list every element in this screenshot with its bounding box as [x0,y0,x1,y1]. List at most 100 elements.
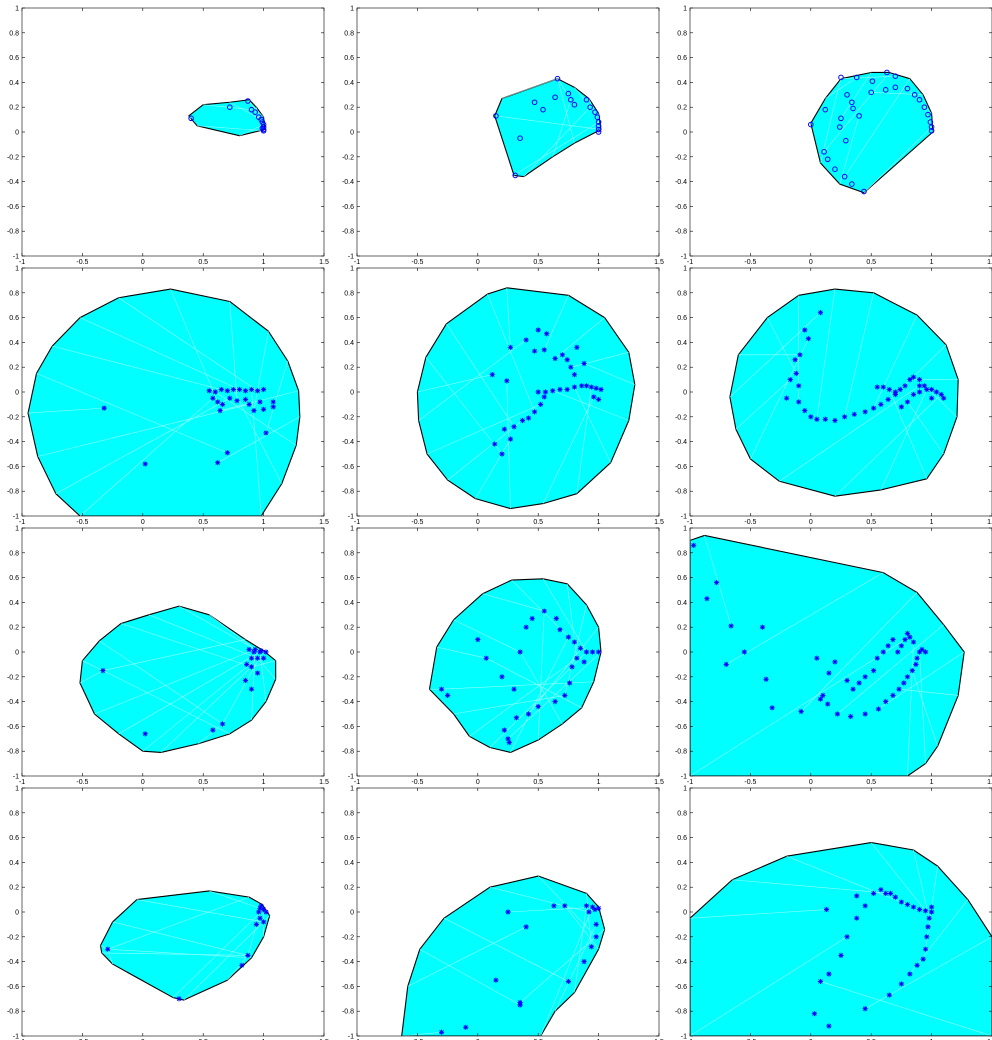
data-point [261,386,267,393]
data-point [507,344,514,350]
y-tick-label: 0 [350,650,354,657]
data-point [882,87,889,93]
data-point [596,649,602,655]
y-tick-label: 1 [683,266,687,273]
data-point [878,887,884,893]
y-tick-label: 0.6 [677,315,687,322]
y-tick-label: -0.2 [7,154,19,161]
triangulation-line [513,121,599,176]
y-tick-label: 0.2 [677,885,687,892]
data-point [256,909,262,915]
plot-area [27,288,301,516]
data-point [796,399,802,405]
data-point [261,919,267,925]
x-tick-label: 0.5 [533,519,543,526]
triangulation-line [834,394,942,497]
triangulation-line [820,981,992,1036]
x-tick-label: 0 [809,519,813,526]
data-point [254,670,261,676]
data-point [826,1023,832,1029]
data-point [826,971,832,977]
data-point [226,104,233,110]
y-tick-label: 0 [350,390,354,397]
subplot-3: -1 -0.5 0 0.5 1 1.5 -1 -0.8 -0.6 -0.4 -0.2 0 0.2 0.4 0… [675,6,992,266]
triangulation-line [55,397,230,494]
triangulation-line [844,292,874,417]
data-point [525,711,532,717]
data-point [257,399,263,405]
triangulation-line [552,99,572,157]
y-tick-label: 1 [350,6,354,13]
data-point [910,374,917,380]
x-tick-label: 1.5 [654,779,664,786]
data-point [862,1006,868,1012]
triangulation-line [566,583,578,659]
triangulation-line [871,92,924,96]
triangulation-line [136,899,264,923]
data-point [562,692,568,698]
y-tick-label: -0.6 [7,464,19,471]
data-point [568,364,574,370]
x-tick-label: -1 [19,259,25,266]
data-point [505,736,511,742]
data-point [210,727,216,733]
triangulation-line [469,657,578,737]
triangulation-line [501,78,558,99]
data-point [898,404,904,410]
data-point [919,646,925,653]
triangulation-line [188,115,192,119]
data-point [540,106,546,113]
y-tick-label: 0.2 [344,365,354,372]
y-tick-label: -0.6 [675,984,687,991]
y-tick-label: -0.8 [342,1009,354,1016]
data-point [884,69,890,76]
data-point [517,135,523,141]
triangulation-line [148,614,258,659]
triangulation-line [839,115,860,185]
y-tick-label: -1 [13,514,19,521]
data-point [261,655,267,661]
y-tick-label: 0.6 [9,315,19,322]
data-point [259,125,266,132]
data-point [586,909,592,915]
triangulation-line [574,905,587,993]
data-point [802,408,808,414]
data-point [763,676,769,682]
data-point [844,677,850,684]
data-point [862,711,868,717]
data-point [592,906,598,913]
x-tick-label: 0.5 [866,779,876,786]
data-point [920,956,926,962]
data-point [100,668,106,674]
data-point [907,971,913,977]
y-tick-label: 0.4 [9,340,19,347]
subplot-2: -1 -0.5 0 0.5 1 1.5 -1 -0.8 -0.6 -0.4 -0.2 0 0.2 0.4 0… [342,6,664,267]
data-point [814,655,820,661]
data-point [851,411,857,417]
data-point [691,542,697,548]
x-tick-label: -0.5 [76,519,88,526]
triangulation-line [198,723,223,744]
triangulation-line [767,317,797,374]
y-tick-label: -0.8 [342,749,354,756]
data-point [883,699,889,705]
data-point [263,430,269,436]
y-tick-label: -0.4 [342,959,354,966]
y-tick-label: 0.4 [677,340,687,347]
data-point [541,394,547,400]
data-point [493,977,499,983]
triangulation-line [870,842,926,911]
y-tick-label: 0.2 [9,625,19,632]
triangulation-line [574,87,591,108]
triangulation-line [570,352,629,368]
data-point [595,129,602,135]
y-tick-label: -0.8 [675,229,687,236]
data-markers [438,608,602,746]
y-tick-label: 0.6 [344,315,354,322]
data-point [909,668,915,674]
plot-area [690,534,965,776]
y-tick-label: -0.6 [7,724,19,731]
data-point [579,383,585,389]
y-tick-label: 0.2 [344,105,354,112]
subplot-1: -1 -0.5 0 0.5 1 1.5 -1 -0.8 -0.6 -0.4 -0.2 0 0.2 0.4 0… [7,6,329,267]
